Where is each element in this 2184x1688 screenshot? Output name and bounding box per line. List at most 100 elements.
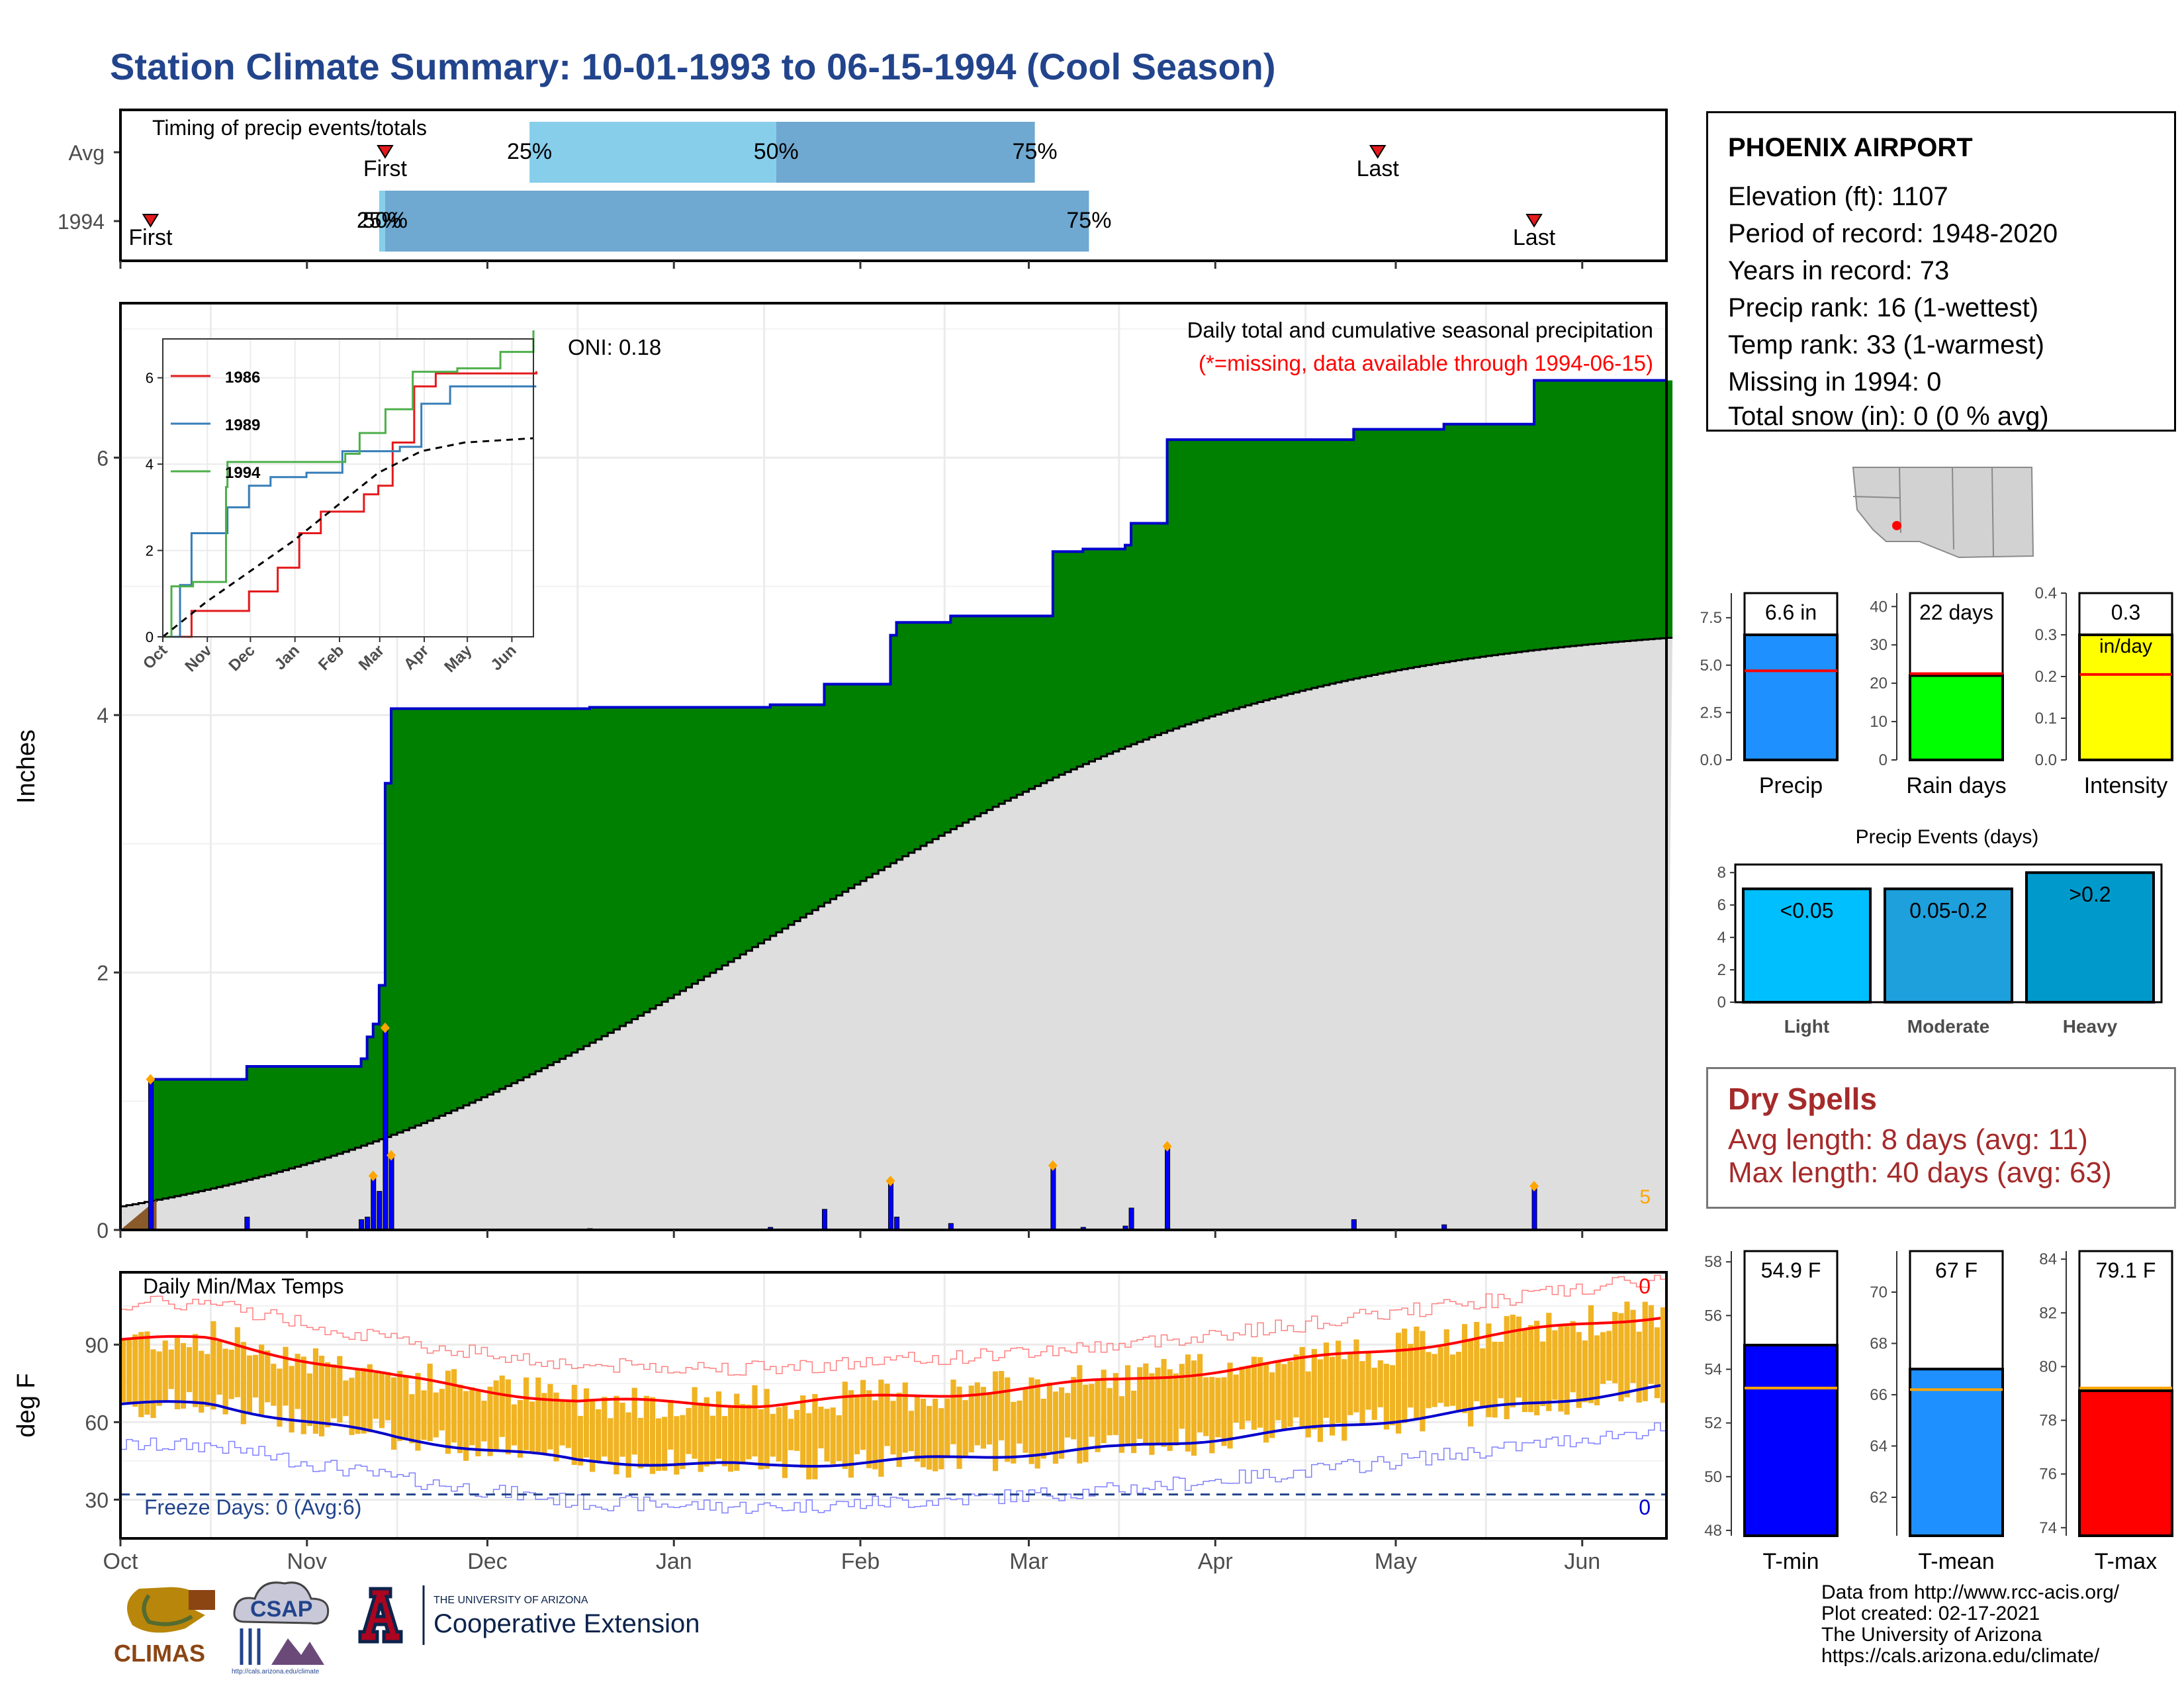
daily-temp-bar: [1118, 1396, 1125, 1453]
daily-temp-bar: [1191, 1360, 1197, 1456]
y-tick-label: 6: [97, 446, 109, 470]
daily-temp-bar: [1365, 1352, 1371, 1410]
daily-temp-bar: [1028, 1377, 1034, 1464]
heavy-event-marker: [368, 1170, 378, 1182]
daily-temp-bar: [692, 1387, 698, 1459]
daily-temp-bar: [1197, 1354, 1203, 1432]
climas-logo: CLIMAS: [114, 1587, 215, 1667]
daily-temp-bar: [156, 1351, 162, 1406]
daily-precip-bar: [1050, 1165, 1056, 1231]
daily-temp-bar: [439, 1389, 445, 1430]
credit-line: Plot created: 02-17-2021: [1821, 1603, 2040, 1624]
daily-temp-bar: [999, 1371, 1005, 1440]
daily-temp-bar: [1654, 1327, 1661, 1399]
first-event-label: First: [128, 225, 173, 250]
daily-temp-bar: [782, 1405, 788, 1478]
daily-temp-bar: [1570, 1321, 1576, 1393]
daily-temp-bar: [1311, 1348, 1317, 1430]
daily-temp-bar: [968, 1385, 974, 1453]
month-tick-label: May: [1375, 1549, 1417, 1574]
daily-temp-bar: [1011, 1401, 1017, 1464]
daily-temp-bar: [1040, 1399, 1046, 1459]
daily-temp-bar: [1564, 1326, 1570, 1415]
daily-temp-bar: [1612, 1311, 1618, 1383]
daily-temp-bar: [944, 1398, 950, 1458]
daily-temp-bar: [962, 1400, 968, 1458]
summary-bar: [2078, 1389, 2173, 1537]
daily-temp-bar: [746, 1404, 752, 1460]
daily-temp-bar: [541, 1393, 547, 1454]
daily-temp-bar: [1449, 1354, 1455, 1406]
first-event-marker: [142, 214, 159, 228]
y-tick-label: 4: [97, 704, 109, 727]
summary-y-tick: 68: [1870, 1335, 1888, 1352]
cumulative-1994-line: [120, 379, 1666, 1231]
daily-temp-bar: [1527, 1325, 1534, 1413]
daily-temp-bar: [914, 1395, 920, 1462]
heavy-event-marker: [1048, 1160, 1058, 1171]
temp-y-tick: 30: [85, 1488, 109, 1512]
daily-temp-bar: [758, 1409, 764, 1470]
daily-temp-bar: [150, 1349, 156, 1419]
daily-temp-bar: [1095, 1380, 1101, 1452]
station-period: Period of record: 1948-2020: [1728, 219, 2058, 248]
daily-temp-bar: [1648, 1305, 1654, 1384]
daily-temp-bar: [589, 1401, 596, 1472]
daily-temp-bar: [902, 1382, 908, 1453]
temp-panel-title: Daily Min/Max Temps: [143, 1274, 343, 1298]
daily-temp-bar: [1534, 1321, 1540, 1416]
station-map: [1846, 463, 2036, 561]
daily-temp-bar: [234, 1327, 240, 1397]
summary-y-tick: 30: [1870, 636, 1888, 654]
precip-event-label: <0.05: [1780, 899, 1834, 923]
page-title: Station Climate Summary: 10-01-1993 to 0…: [110, 46, 1276, 87]
daily-temp-bar: [523, 1377, 529, 1450]
daily-temp-bar: [938, 1408, 944, 1470]
daily-temp-bar: [721, 1416, 728, 1467]
precip-event-bar: [1742, 887, 1872, 1004]
daily-temp-bar: [174, 1336, 180, 1409]
daily-temp-bar: [1660, 1307, 1666, 1403]
month-tick-label: Jun: [1564, 1549, 1600, 1574]
daily-temp-bar: [1359, 1361, 1365, 1424]
daily-temp-bar: [662, 1417, 668, 1471]
daily-temp-bar: [415, 1373, 421, 1451]
daily-temp-bar: [1239, 1366, 1245, 1430]
daily-temp-bar: [1131, 1390, 1137, 1454]
daily-temp-bar: [1077, 1365, 1083, 1464]
daily-temp-bar: [770, 1413, 776, 1457]
daily-precip-bar: [1351, 1219, 1357, 1231]
summary-bar: [1743, 633, 1839, 761]
daily-temp-bar: [445, 1370, 451, 1454]
daily-temp-bar: [1546, 1313, 1552, 1411]
inset-bg: [163, 339, 533, 637]
station-missing: Missing in 1994: 0: [1728, 367, 1942, 397]
daily-temp-bar: [1167, 1369, 1173, 1451]
summary-y-tick: 76: [2039, 1466, 2057, 1483]
daily-temp-bar: [1143, 1363, 1149, 1446]
daily-temp-bar: [1606, 1331, 1612, 1381]
daily-temp-bar: [168, 1349, 174, 1389]
daily-temp-bar: [1034, 1379, 1040, 1469]
timing-p75-label: 75%: [1013, 139, 1058, 164]
daily-temp-bar: [1221, 1377, 1227, 1446]
month-tick-label: Jan: [656, 1549, 692, 1574]
avg-tmin-line: [120, 1383, 1661, 1468]
daily-temp-bar: [252, 1354, 259, 1398]
daily-temp-bar: [1582, 1340, 1588, 1403]
daily-temp-bar: [1516, 1316, 1522, 1398]
precip-event-y-tick: 4: [1717, 929, 1726, 947]
daily-temp-bar: [1486, 1323, 1492, 1417]
precip-events-title: Precip Events (days): [1856, 826, 2039, 848]
heavy-event-marker: [380, 1022, 390, 1033]
daily-temp-bar: [1275, 1361, 1281, 1421]
credits: Data from http://www.rcc-acis.org/ Plot …: [1821, 1582, 2119, 1667]
daily-precip-bar: [1165, 1146, 1171, 1231]
summary-bar: [2078, 633, 2173, 761]
daily-temp-bar: [800, 1395, 806, 1468]
inset-legend-label: 1994: [225, 464, 261, 482]
daily-temp-bar: [1269, 1372, 1275, 1438]
heavy-event-marker: [1162, 1141, 1172, 1152]
daily-temp-bar: [205, 1354, 210, 1407]
summary-label: T-mean: [1918, 1549, 1994, 1574]
